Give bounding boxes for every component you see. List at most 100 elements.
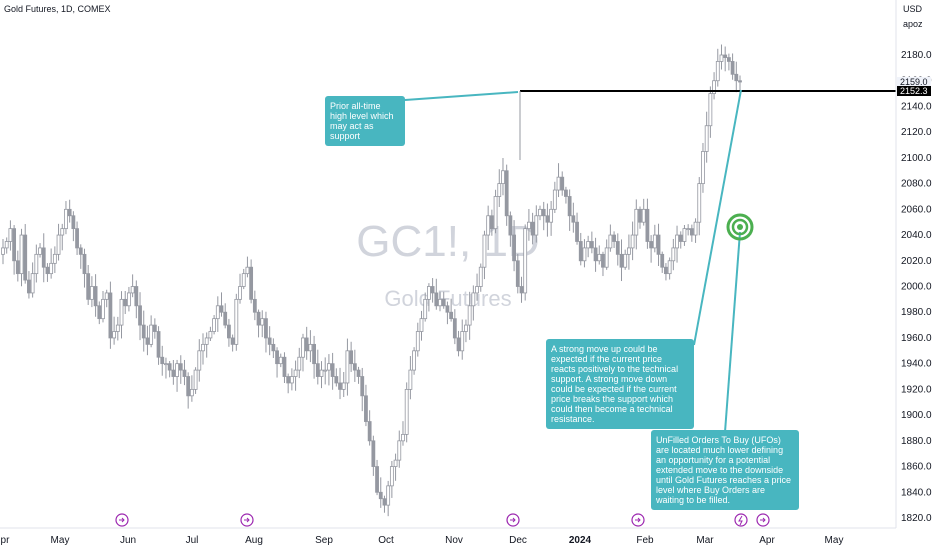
- annotation-move-scenario[interactable]: A strong move up could be expected if th…: [546, 339, 694, 429]
- annotation-ath-support[interactable]: Prior all-time high level which may act …: [325, 96, 405, 146]
- y-tick-label: 2000.0: [901, 282, 932, 293]
- x-tick-label: May: [825, 535, 844, 546]
- candle-body: [97, 305, 102, 320]
- callout-pointer-1: [404, 91, 519, 101]
- callout-pointer-3: [724, 231, 741, 433]
- y-tick-label: 2040.0: [901, 230, 932, 241]
- y-tick-label: 1900.0: [901, 410, 932, 421]
- candle-body: [478, 266, 483, 287]
- candle-body: [227, 324, 231, 339]
- circle-arrow-icon[interactable]: [756, 513, 770, 527]
- candle-body: [301, 337, 305, 358]
- candle-body: [515, 260, 520, 287]
- time-axis[interactable]: pr May Jun Jul Aug Sep Oct Nov Dec 2024 Feb Mar Apr M…: [1, 535, 844, 546]
- candle-body: [638, 208, 642, 223]
- candle-body: [260, 318, 265, 326]
- candle-body: [449, 311, 454, 320]
- candle-body: [193, 369, 198, 390]
- candle-body: [223, 311, 228, 326]
- candle-body: [41, 247, 46, 268]
- candle-body: [452, 318, 457, 339]
- candle-body: [619, 253, 624, 268]
- candle-body: [82, 253, 87, 275]
- candle-body: [471, 292, 476, 307]
- y-tick-label: 2060.0: [901, 204, 932, 215]
- candle-body: [230, 337, 235, 345]
- candle-body: [38, 247, 42, 255]
- candle-body: [89, 286, 94, 300]
- ufo-target-icon[interactable]: [726, 213, 754, 241]
- lightning-icon[interactable]: [734, 513, 748, 527]
- candle-body: [127, 292, 131, 307]
- y-tick-label: 2120.0: [901, 127, 932, 138]
- candle-body: [615, 241, 620, 255]
- candle-body: [519, 286, 524, 294]
- candle-body: [475, 286, 479, 294]
- candle-body: [697, 183, 702, 223]
- y-tick-label: 2100.0: [901, 153, 932, 164]
- y-tick-label: 2020.0: [901, 256, 932, 267]
- candle-body: [152, 324, 157, 332]
- candle-body: [678, 234, 683, 242]
- candle-body: [249, 266, 254, 300]
- x-tick-label: pr: [1, 535, 11, 546]
- candle-body: [164, 363, 168, 366]
- candle-body: [356, 369, 361, 377]
- circle-arrow-icon[interactable]: [115, 513, 129, 527]
- chart-title: Gold Futures, 1D, COMEX: [4, 4, 111, 14]
- candle-body: [282, 356, 287, 377]
- last-price-tag: 2159.0: [897, 77, 931, 87]
- candle-body: [682, 228, 687, 242]
- candle-body: [308, 343, 313, 352]
- candle-body: [138, 305, 142, 326]
- price-axis[interactable]: 2180.02160.02140.02120.02100.02080.02060…: [901, 50, 932, 524]
- candle-body: [567, 196, 572, 217]
- candle-body: [141, 324, 146, 339]
- circle-arrow-icon[interactable]: [240, 513, 254, 527]
- candle-body: [660, 253, 665, 268]
- candle-body: [593, 247, 598, 262]
- candle-body: [438, 298, 442, 307]
- currency-label[interactable]: USD: [903, 4, 923, 14]
- candle-body: [197, 350, 202, 371]
- x-tick-label: Jul: [186, 535, 199, 546]
- candle-body: [215, 305, 220, 320]
- candle-body: [689, 228, 694, 236]
- candle-body: [586, 241, 591, 249]
- candle-body: [278, 356, 283, 365]
- candle-body: [671, 247, 676, 262]
- candle-body: [315, 363, 320, 377]
- candle-body: [575, 221, 579, 242]
- candle-body: [175, 363, 179, 377]
- candle-body: [160, 356, 165, 365]
- candle-body: [367, 421, 372, 442]
- candle-body: [186, 376, 191, 397]
- candle-body: [656, 234, 661, 255]
- candle-body: [412, 350, 416, 371]
- y-tick-label: 2180.0: [901, 50, 932, 61]
- annotation-ufo[interactable]: UnFilled Orders To Buy (UFOs) are locate…: [651, 430, 799, 510]
- circle-arrow-icon[interactable]: [631, 513, 645, 527]
- candle-body: [201, 343, 205, 352]
- circle-arrow-icon[interactable]: [506, 513, 520, 527]
- candle-body: [701, 151, 705, 185]
- candle-body: [371, 440, 376, 467]
- y-tick-label: 1960.0: [901, 333, 932, 344]
- candle-body: [293, 369, 298, 377]
- candle-body: [664, 266, 668, 275]
- candle-body: [486, 215, 491, 236]
- candle-body: [382, 498, 387, 506]
- candle-body: [641, 208, 646, 223]
- candle-body: [623, 253, 628, 268]
- candle-body: [4, 241, 9, 249]
- candle-body: [552, 189, 557, 210]
- candle-body: [597, 253, 602, 262]
- candle-body: [245, 266, 250, 275]
- x-tick-label: Feb: [636, 535, 654, 546]
- candle-body: [219, 305, 224, 313]
- candle-body: [589, 241, 594, 249]
- y-tick-label: 1820.0: [901, 513, 932, 524]
- candle-body: [178, 363, 183, 371]
- candle-body: [15, 260, 20, 275]
